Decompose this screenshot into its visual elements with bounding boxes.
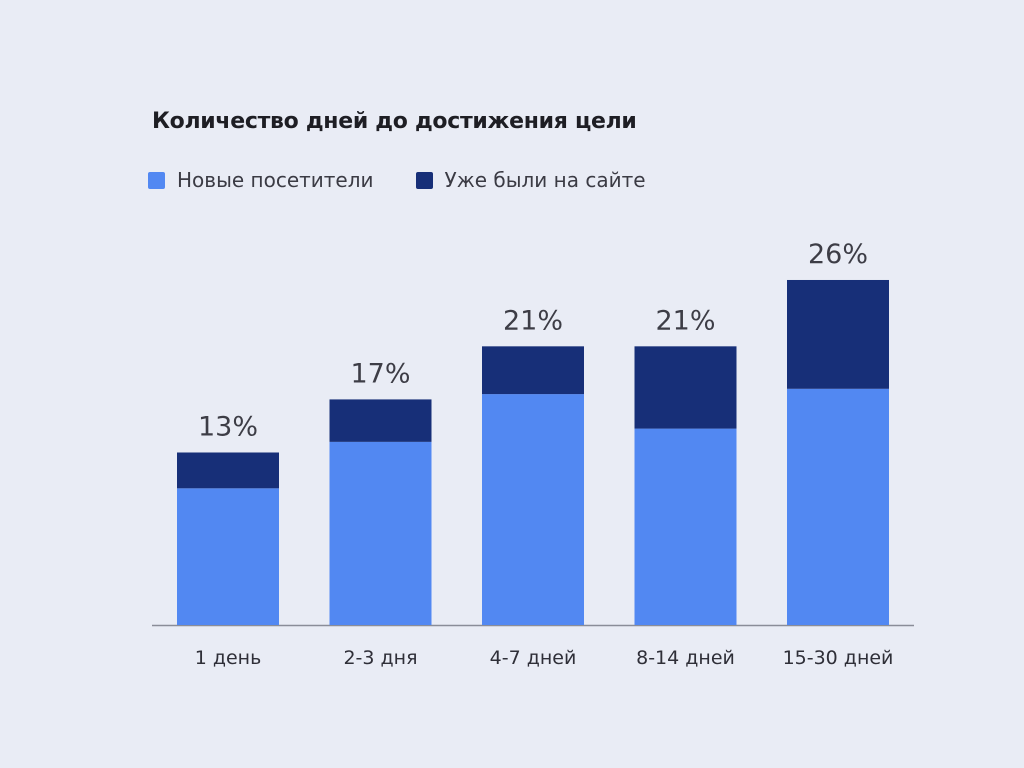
bar-segment-returning-5 (787, 279, 889, 389)
legend-item-returning-visitors: Уже были на сайте (415, 168, 646, 192)
legend-item-new-visitors: Новые посетители (148, 168, 374, 192)
bar-segment-new-1 (177, 488, 279, 625)
bar-segment-new-2 (329, 441, 432, 625)
total-label-5: 26% (808, 239, 868, 270)
legend-swatch-returning-visitors (415, 171, 433, 189)
legend-label-new-visitors: Новые посетители (177, 168, 374, 192)
category-label-4: 8-14 дней (636, 647, 735, 669)
total-label-2: 17% (350, 358, 410, 389)
legend: Новые посетители Уже были на сайте (148, 168, 688, 192)
total-label-1: 13% (198, 411, 258, 442)
chart-title: Количество дней до достижения цели (152, 109, 637, 134)
bar-segment-returning-3 (482, 346, 584, 395)
category-label-3: 4-7 дней (490, 647, 577, 669)
bar-segment-returning-4 (634, 346, 737, 429)
category-label-5: 15-30 дней (783, 647, 894, 669)
bar-segment-returning-2 (329, 399, 432, 442)
legend-swatch-new-visitors (148, 171, 165, 189)
bar-segment-new-5 (787, 388, 889, 625)
category-label-2: 2-3 дня (343, 647, 417, 669)
bar-segment-returning-1 (177, 452, 279, 489)
bar-segment-new-4 (634, 428, 737, 625)
legend-label-returning-visitors: Уже были на сайте (444, 168, 646, 192)
total-label-4: 21% (655, 305, 715, 336)
total-label-3: 21% (503, 305, 563, 336)
bar-segment-new-3 (482, 394, 584, 625)
category-label-1: 1 день (195, 647, 262, 669)
